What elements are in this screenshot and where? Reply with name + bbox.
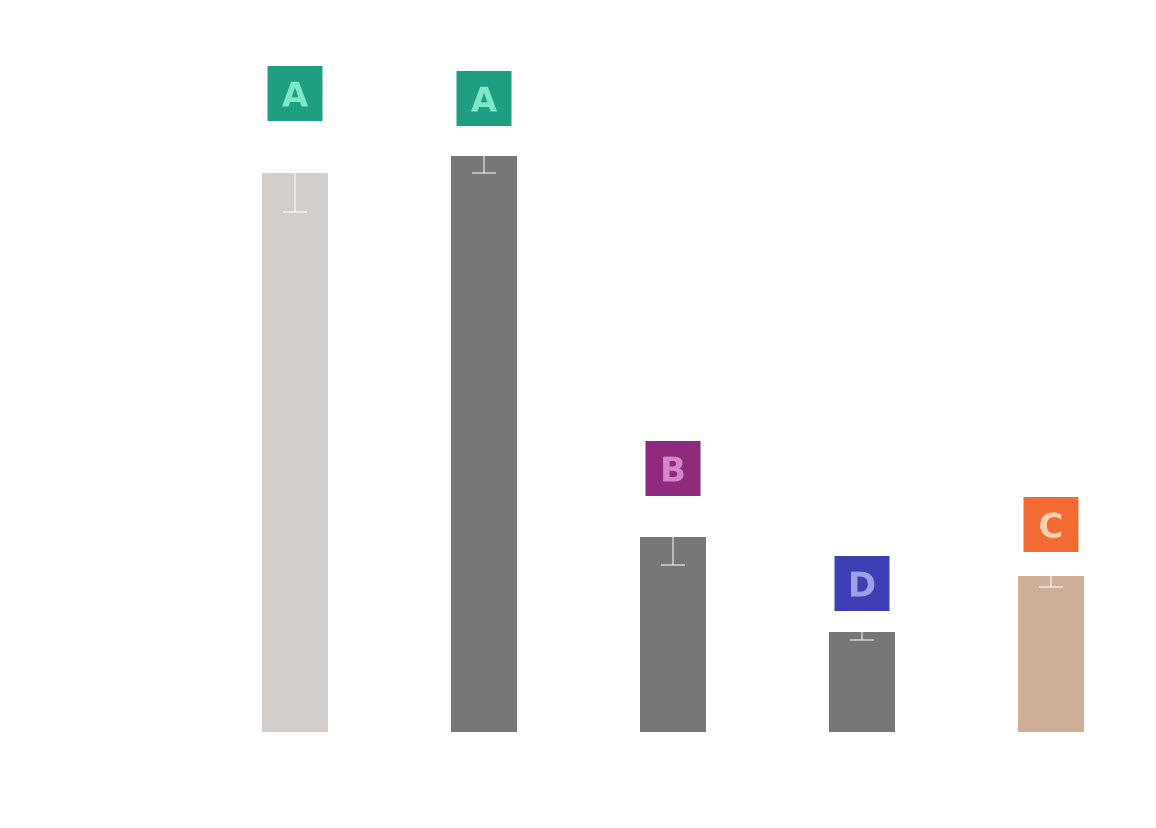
group-badge xyxy=(456,71,512,126)
group-badge xyxy=(1023,497,1079,552)
bar xyxy=(640,537,706,732)
bar xyxy=(829,632,895,732)
bar xyxy=(451,156,517,732)
group-badge xyxy=(834,556,890,611)
group-badge xyxy=(267,66,323,121)
group-label: C xyxy=(1039,507,1064,547)
bar xyxy=(262,173,328,732)
group-label: B xyxy=(660,451,686,491)
group-badge xyxy=(645,441,701,496)
group-label: A xyxy=(471,81,498,121)
group-label: A xyxy=(282,76,309,116)
group-label: D xyxy=(848,566,876,606)
bar xyxy=(1018,576,1084,732)
